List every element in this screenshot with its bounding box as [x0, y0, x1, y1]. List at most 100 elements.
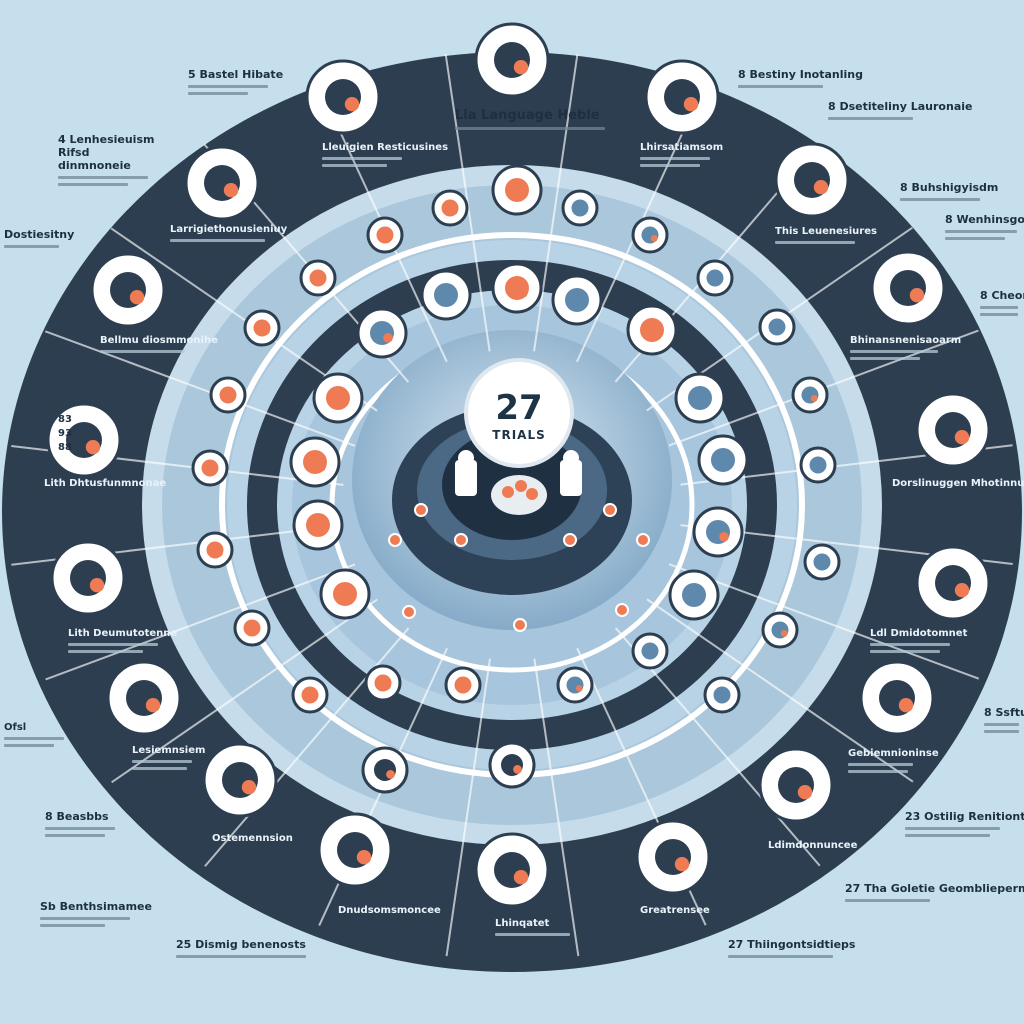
outer-right-label-2: 8 Buhshigyisdm: [900, 181, 998, 201]
inner-label-14: Dnudsomsmoncee: [338, 905, 441, 916]
vials-icon: [474, 832, 550, 908]
bar-chart-icon: [202, 742, 278, 818]
group-icon: [870, 250, 946, 326]
inner-label-6: Lith Dhtusfunmnonae: [44, 478, 167, 489]
person-chart-icon: [184, 145, 260, 221]
document-icon: [774, 142, 850, 218]
outer-left-label-3: Ofsl: [4, 722, 64, 747]
mid-node: [292, 499, 344, 551]
outer-left-label-5: Sb Benthsimamee: [40, 900, 152, 927]
mid-node: [431, 189, 469, 227]
mid-node: [674, 372, 726, 424]
mid-node: [626, 304, 678, 356]
outer-right-label-3: 8 Wenhinsgontiy: [945, 213, 1024, 240]
mid-node: [299, 259, 337, 297]
spoke-line: [45, 563, 356, 681]
mid-node: [491, 262, 543, 314]
mid-node: [791, 376, 829, 414]
connector-dot: [402, 605, 416, 619]
inner-label-5: Bhinansnenisaoarm: [850, 335, 961, 360]
outer-right-label-0: 8 Bestiny Inotanling: [738, 68, 863, 88]
mid-node: [697, 434, 749, 486]
inner-label-10: Lesiemnsiem: [132, 745, 205, 770]
mid-node: [668, 569, 720, 621]
inner-label-9: Ldl Dmidotomnet: [870, 628, 967, 653]
outer-left-label-6: 25 Dismig benenosts: [176, 938, 306, 958]
spoke-line: [445, 658, 491, 957]
spoke-line: [533, 53, 579, 352]
mid-node: [491, 164, 543, 216]
connector-dot: [615, 603, 629, 617]
tools-icon: [46, 402, 122, 478]
inner-label-7: Dorslinuggen Mhotinnue: [892, 478, 1024, 489]
monitor-icon: [106, 660, 182, 736]
checklist-icon: [915, 545, 991, 621]
mid-node: [758, 308, 796, 346]
inner-label-16: Greatrensee: [640, 905, 710, 916]
mid-node: [761, 611, 799, 649]
inner-label-0: Lleuigien Resticusines: [322, 142, 448, 167]
inner-label-12: Ostemennsion: [212, 833, 293, 844]
inner-label-11: Gebiemnioninse: [848, 748, 939, 773]
heart-icon: [50, 540, 126, 616]
mid-node: [233, 609, 271, 647]
mid-node: [631, 632, 669, 670]
inner-label-3: This Leuenesiures: [775, 226, 877, 244]
outer-right-label-1: 8 Dsetiteliny Lauronaie: [828, 100, 972, 120]
outer-right-label-8: 27 Thiingontsidtieps: [728, 938, 855, 958]
form-icon: [317, 812, 393, 888]
mid-node: [696, 259, 734, 297]
inner-label-8: Lith Deumutotenne: [68, 628, 177, 653]
people-icon: [305, 59, 381, 135]
spoke-line: [111, 598, 378, 784]
mid-node: [209, 376, 247, 414]
mid-node: [444, 666, 482, 704]
mid-node: [692, 506, 744, 558]
mid-node: [551, 274, 603, 326]
person-icon: [915, 392, 991, 468]
center-label: TRIALS: [492, 428, 546, 442]
connector-dot: [636, 533, 650, 547]
inner-label-15: Lhinqatet: [495, 918, 570, 936]
meeting-icon: [455, 450, 582, 515]
connector-dot: [603, 503, 617, 517]
mid-node: [799, 446, 837, 484]
mid-node: [243, 309, 281, 347]
center-badge: [464, 358, 574, 468]
browser-icon: [758, 747, 834, 823]
mid-node: [561, 189, 599, 227]
connector-dot: [454, 533, 468, 547]
center-number: 27: [495, 388, 543, 428]
mid-node: [703, 676, 741, 714]
outer-right-label-6: 23 Ostilig Renitiont: [905, 810, 1024, 837]
outer-right-label-5: 8 Ssftusiy: [984, 706, 1024, 733]
spoke-line: [646, 598, 914, 783]
spoke-line: [668, 563, 980, 680]
spoke-line: [44, 330, 356, 447]
outer-right-label-7: 27 Tha Goletie Geomblieperme: [845, 882, 1024, 902]
inner-label-2: Larrigiethonusieniuy: [170, 224, 287, 242]
outer-left-label-1: 4 Lenhesieuism Rifsd dinmnoneie: [58, 133, 163, 186]
side-codes: 83 93 88: [58, 414, 72, 453]
spoke-line: [533, 658, 580, 957]
mid-node: [312, 372, 364, 424]
header-label: Lla Language Heble: [455, 108, 605, 130]
connector-dot: [414, 503, 428, 517]
presentation-icon: [644, 59, 720, 135]
mid-node: [364, 664, 402, 702]
speech-heart-icon: [635, 819, 711, 895]
outer-left-label-4: 8 Beasbbs: [45, 810, 115, 837]
hub-icon: [488, 741, 536, 789]
mid-node: [631, 216, 669, 254]
connector-dot: [388, 533, 402, 547]
inner-label-1: Lhirsatiamsom: [640, 142, 723, 167]
inner-label-13: Ldimdonnuncee: [768, 840, 858, 851]
mid-node: [803, 543, 841, 581]
mid-node: [420, 269, 472, 321]
doctors-icon: [361, 746, 409, 794]
inner-label-4: Bellmu diosmmonihe: [100, 335, 218, 353]
outer-left-label-2: Dostiesitny: [4, 228, 74, 248]
outer-left-label-0: 5 Bastel Hibate: [188, 68, 283, 95]
mid-node: [556, 666, 594, 704]
